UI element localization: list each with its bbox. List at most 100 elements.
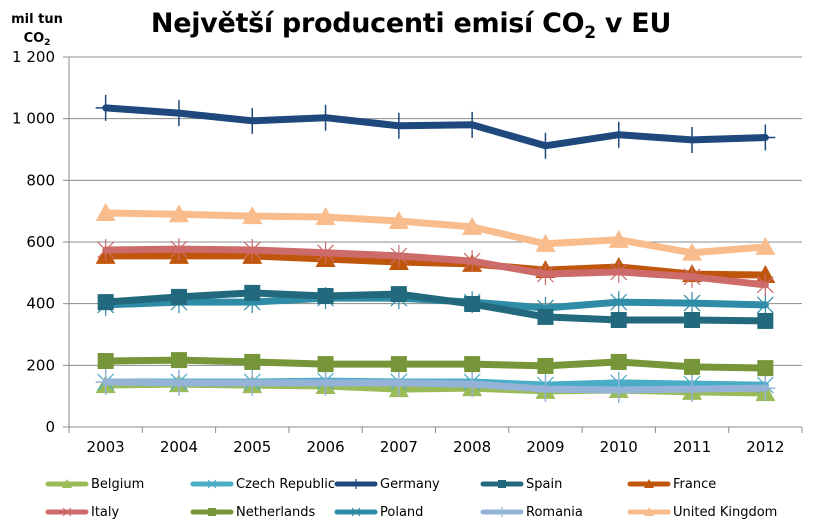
data-point-united-kingdom [608,229,629,248]
marker-star [97,239,115,262]
y-axis-unit-line2: CO2 [6,29,68,53]
marker-square [464,356,481,373]
x-tick-label: 2010 [600,438,638,456]
marker-triangle [682,242,703,261]
data-point-netherlands [170,352,187,369]
marker-triangle [388,211,409,230]
data-point-united-kingdom [462,216,483,235]
marker-square [684,312,701,329]
marker-plus [755,124,776,151]
data-point-netherlands [610,353,627,370]
data-point-romania [242,369,263,396]
series-group [95,94,776,403]
marker-square [610,312,627,329]
legend-swatch-spain [480,480,524,488]
data-point-italy [610,260,628,283]
data-point-romania [388,369,409,396]
chart-title-suffix: v EU [595,8,672,39]
data-point-romania [462,371,483,398]
y-tick-label: 0 [45,418,55,436]
legend-swatch-czech-republic [190,479,234,489]
marker-square [317,287,334,304]
data-point-united-kingdom [535,233,556,252]
marker-plus [95,94,116,121]
marker-star [756,293,774,316]
marker-plus [608,121,629,148]
data-point-romania [755,375,776,402]
legend-swatch-belgium [45,479,89,488]
legend-swatch-poland [334,507,378,517]
legend-label: Spain [526,476,563,492]
marker-square [244,353,261,370]
marker-square [390,286,407,303]
legend-item-belgium: Belgium [45,473,144,495]
x-tick-label: 2005 [233,438,271,456]
data-point-germany [388,112,409,139]
legend-swatch-united-kingdom [627,507,671,516]
data-point-poland [683,292,701,315]
marker-star [683,292,701,315]
legend-item-romania: Romania [480,501,583,523]
x-tick-label: 2008 [453,438,491,456]
data-point-italy [97,239,115,262]
legend-swatch-italy [45,507,89,517]
legend-swatch-france [627,479,671,488]
marker-square [390,356,407,373]
marker-plus [682,376,703,403]
data-point-germany [755,124,776,151]
marker-square [244,284,261,301]
marker-star [463,250,481,273]
data-point-netherlands [317,356,334,373]
data-point-united-kingdom [315,207,336,226]
marker-star [683,265,701,288]
data-point-italy [390,244,408,267]
legend-label: Germany [380,476,440,492]
marker-plus [755,375,776,402]
legend-swatch-marker [62,507,72,517]
marker-plus [315,369,336,396]
x-tick-label: 2012 [746,438,784,456]
x-tick-label: 2006 [306,438,344,456]
data-point-italy [537,263,554,286]
data-point-united-kingdom [95,203,116,222]
series-italy [97,238,774,296]
marker-square [757,312,774,329]
marker-plus [388,112,409,139]
legend-label: Italy [91,504,120,520]
data-point-spain [97,294,114,311]
series-line-romania [102,378,769,394]
marker-star [170,238,188,261]
legend-swatch-marker [208,508,216,516]
data-point-netherlands [684,358,701,375]
legend-item-germany: Germany [334,473,440,495]
data-point-romania [682,376,703,403]
marker-triangle [535,233,556,252]
marker-plus [315,104,336,131]
y-axis-unit-subscript: 2 [44,38,51,48]
data-point-netherlands [244,353,261,370]
data-point-romania [315,369,336,396]
x-tick-label: 2003 [87,438,125,456]
series-romania [95,368,776,403]
legend-label: Netherlands [236,504,316,520]
data-point-germany [682,126,703,153]
y-axis-unit-line1: mil tun [11,12,63,27]
marker-square [610,353,627,370]
legend-item-czech-republic: Czech Republic [190,473,335,495]
legend-label: Czech Republic [236,476,335,492]
data-point-italy [463,250,481,273]
marker-star [243,239,261,262]
y-tick-label: 600 [26,233,55,251]
marker-plus [608,377,629,403]
data-point-germany [535,132,556,159]
data-point-romania [95,368,116,395]
legend-swatch-marker [644,479,654,488]
marker-plus [95,368,116,395]
marker-star [610,291,628,314]
data-point-germany [315,104,336,131]
marker-square [170,288,187,305]
legend-swatch-netherlands [190,508,234,516]
series-spain [97,284,774,329]
data-point-netherlands [464,356,481,373]
series-line-italy [102,245,769,289]
